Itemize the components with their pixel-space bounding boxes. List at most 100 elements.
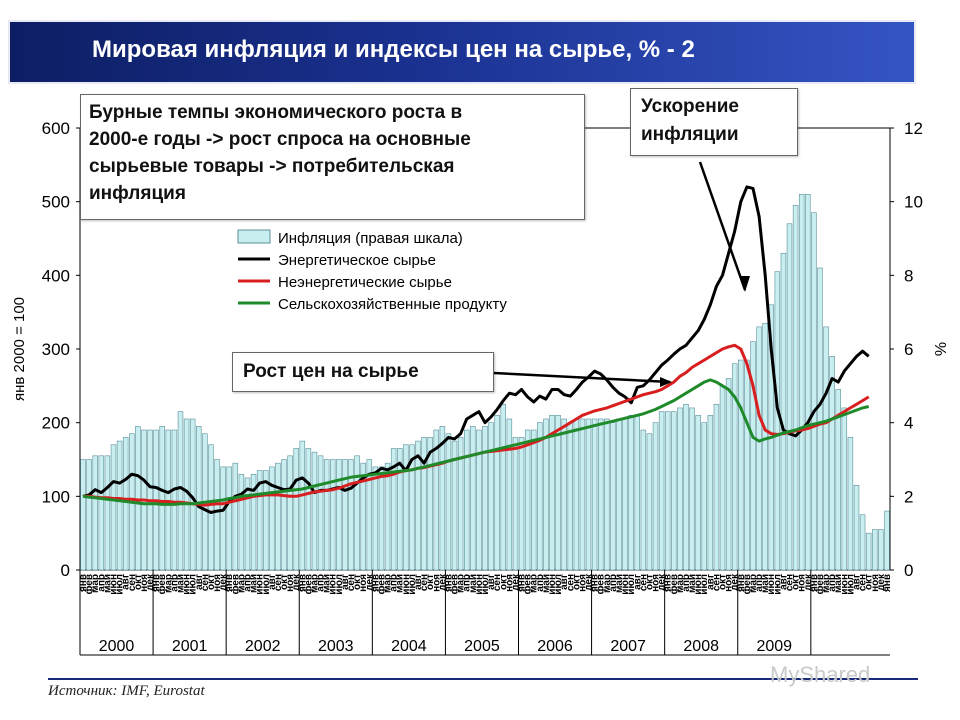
- month-tick-label: янв: [809, 574, 820, 592]
- month-tick-label: июн: [401, 574, 412, 595]
- inflation-bar: [689, 407, 695, 571]
- month-tick-label: мар: [383, 574, 394, 593]
- month-tick-label: фев: [814, 574, 826, 594]
- annotation-growth-line: Бурные темпы экономического роста в: [89, 102, 463, 123]
- month-tick-label: сен: [858, 574, 869, 591]
- inflation-bar: [610, 422, 616, 571]
- legend: Инфляция (правая шкала) Энергетическое сы…: [237, 229, 507, 313]
- inflation-bar: [597, 418, 604, 571]
- month-tick-label: янв: [151, 574, 162, 592]
- month-tick-label: окт: [791, 574, 802, 590]
- inflation-bar: [786, 223, 793, 571]
- inflation-bar: [287, 455, 293, 571]
- inflation-bar: [500, 403, 507, 571]
- month-tick-label: дек: [145, 573, 156, 591]
- inflation-bar: [646, 433, 653, 571]
- title-bar: Мировая инфляция и индексы цен на сырье,…: [8, 20, 916, 84]
- inflation-bar: [451, 440, 458, 571]
- month-tick-label: мар: [748, 574, 759, 593]
- inflation-bar: [366, 459, 373, 571]
- month-tick-label: фев: [668, 574, 680, 594]
- month-tick-label: окт: [279, 574, 290, 590]
- inflation-bar: [80, 459, 86, 571]
- month-tick-label: окт: [644, 574, 655, 590]
- inflation-bar: [110, 444, 117, 571]
- y-right-tick-label: 2: [904, 487, 913, 506]
- month-tick-label: июл: [626, 574, 637, 595]
- legend-label: Сельскохозяйственные продукту: [278, 296, 507, 313]
- inflation-bar: [640, 429, 647, 571]
- month-tick-label: июл: [115, 574, 126, 595]
- month-tick-label: ноя: [651, 574, 662, 592]
- month-tick-label: фев: [229, 574, 241, 594]
- inflation-bar: [707, 414, 714, 571]
- inflation-bar: [835, 389, 841, 571]
- inflation-bar: [439, 426, 446, 571]
- month-tick-label: дек: [437, 573, 448, 591]
- inflation-bar: [336, 459, 342, 571]
- inflation-bar: [518, 437, 525, 571]
- inflation-bar: [853, 484, 860, 571]
- month-tick-label: апр: [681, 574, 692, 592]
- month-tick-label: дек: [657, 573, 668, 591]
- month-tick-label: сен: [638, 574, 649, 591]
- y-right-tick-label: 4: [904, 414, 913, 433]
- inflation-bar: [604, 418, 610, 571]
- energy-series-line: [82, 185, 870, 514]
- month-tick-label: янв: [443, 574, 454, 592]
- inflation-bar: [811, 212, 817, 571]
- y-right-tick-label: 6: [904, 340, 913, 359]
- inflation-bar: [744, 359, 750, 571]
- month-tick-label: авг: [121, 574, 132, 590]
- inflation-bar: [750, 341, 756, 571]
- inflation-bar: [841, 407, 848, 571]
- annotation-inflation-line: инфляции: [641, 124, 739, 145]
- y-right-tick-label: 12: [904, 119, 923, 138]
- year-label: 2005: [464, 638, 500, 655]
- inflation-bar: [116, 440, 123, 571]
- inflation-bar: [622, 418, 628, 571]
- month-tick-label: мар: [821, 574, 832, 593]
- month-tick-label: июн: [182, 574, 193, 595]
- y-left-tick-label: 400: [42, 266, 70, 285]
- month-tick-label: май: [614, 574, 625, 593]
- inflation-bar: [695, 414, 701, 571]
- y-right-axis-label: %: [933, 342, 950, 356]
- month-tick-label: фев: [156, 574, 168, 594]
- inflation-bar: [652, 422, 659, 571]
- month-tick-label: апр: [169, 574, 180, 592]
- inflation-bar: [445, 433, 452, 571]
- inflation-bar: [878, 529, 884, 571]
- inflation-bar: [293, 448, 299, 571]
- inflation-bar: [98, 455, 105, 571]
- month-tick-label: апр: [535, 574, 546, 592]
- month-tick-label: фев: [522, 574, 534, 594]
- month-tick-label: июл: [772, 574, 783, 595]
- month-tick-label: ноя: [431, 574, 442, 592]
- month-tick-label: май: [541, 574, 552, 593]
- month-tick-label: ноя: [285, 574, 296, 592]
- inflation-bar: [524, 429, 531, 571]
- inflation-bar: [823, 326, 829, 571]
- inflation-bar: [567, 422, 573, 571]
- y-left-tick-label: 100: [42, 487, 70, 506]
- month-tick-label: дек: [218, 573, 229, 591]
- inflation-bar: [506, 418, 513, 571]
- month-tick-label: июл: [261, 574, 272, 595]
- month-tick-label: авг: [632, 574, 643, 590]
- month-tick-label: мар: [90, 574, 101, 593]
- year-label: 2008: [683, 638, 719, 655]
- month-tick-label: май: [833, 574, 844, 593]
- year-label: 2004: [391, 638, 427, 655]
- year-label: 2002: [245, 638, 281, 655]
- month-tick-label: дек: [584, 573, 595, 591]
- month-tick-label: апр: [96, 574, 107, 592]
- annotation-inflation-line: Ускорение: [641, 96, 739, 117]
- inflation-bar: [817, 267, 823, 571]
- inflation-bar: [299, 440, 306, 571]
- inflation-bar: [884, 510, 890, 571]
- inflation-bar: [226, 466, 232, 571]
- month-tick-label: янв: [590, 574, 601, 592]
- inflation-bar: [135, 426, 141, 571]
- month-tick-label: апр: [827, 574, 838, 592]
